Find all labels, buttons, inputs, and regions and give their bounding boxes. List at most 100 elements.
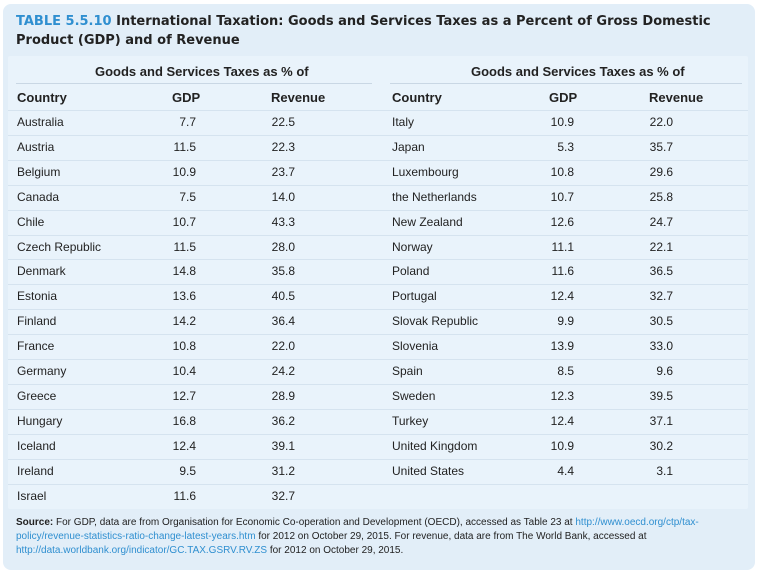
right-country-cell: Spain: [392, 364, 423, 378]
left-revenue-cell: 36.4: [271, 314, 295, 329]
right-revenue-cell: 9.6: [656, 364, 673, 378]
right-revenue-cell: 33.0: [649, 339, 673, 354]
left-gdp-cell: 12.7: [172, 388, 196, 403]
right-gdp-cell: 12.3: [550, 388, 574, 403]
left-col-gdp: GDP: [172, 90, 201, 105]
left-col-revenue: Revenue: [271, 90, 326, 105]
right-revenue-cell: 39.5: [649, 388, 673, 403]
left-country-cell: Germany: [17, 364, 67, 378]
left-country-cell: Austria: [17, 139, 55, 154]
left-revenue-cell: 28.0: [271, 239, 295, 254]
right-revenue-cell: 22.0: [649, 115, 673, 129]
table-number: TABLE 5.5.10: [16, 14, 112, 29]
table-row: [8, 334, 748, 359]
right-country-cell: Slovenia: [392, 339, 439, 354]
table-row: [8, 259, 748, 284]
oecd-link[interactable]: http://www.oecd.org/ctp/tax-policy/reven…: [16, 517, 699, 542]
right-revenue-cell: 35.7: [649, 139, 673, 154]
right-gdp-cell: 4.4: [557, 463, 574, 478]
left-country-cell: Canada: [17, 189, 60, 204]
table-title: TABLE 5.5.10 International Taxation: Goo…: [16, 12, 736, 50]
left-country-cell: Israel: [17, 488, 47, 503]
right-col-gdp: GDP: [549, 90, 578, 105]
right-gdp-cell: 8.5: [557, 364, 574, 378]
source-text-2: for 2012 on October 29, 2015. For revenu…: [258, 531, 647, 542]
left-revenue-cell: 35.8: [271, 264, 295, 279]
table-row: [8, 134, 748, 160]
right-gdp-cell: 9.9: [557, 314, 574, 329]
right-revenue-cell: 22.1: [649, 239, 673, 254]
table-row: [8, 483, 748, 509]
right-revenue-cell: 25.8: [649, 189, 673, 204]
worldbank-link[interactable]: http://data.worldbank.org/indicator/GC.T…: [16, 545, 268, 556]
left-country-cell: Greece: [17, 388, 57, 403]
left-country-cell: Czech Republic: [17, 239, 102, 254]
left-gdp-cell: 7.5: [179, 189, 196, 204]
right-gdp-cell: 12.4: [550, 413, 574, 428]
table-row: [8, 433, 748, 459]
right-gdp-cell: 10.9: [550, 115, 574, 129]
table-row: [8, 184, 748, 210]
source-text-3: for 2012 on October 29, 2015.: [269, 545, 404, 556]
right-gdp-cell: 10.8: [550, 164, 574, 179]
right-revenue-cell: 37.1: [649, 413, 673, 428]
left-gdp-cell: 12.4: [172, 438, 196, 453]
right-gdp-cell: 10.9: [550, 438, 574, 453]
left-revenue-cell: 28.9: [271, 388, 295, 403]
table-title-text: International Taxation: Goods and Servic…: [16, 14, 711, 48]
left-revenue-cell: 39.1: [271, 438, 295, 453]
left-revenue-cell: 43.3: [271, 214, 295, 229]
right-country-cell: Poland: [392, 264, 430, 279]
right-country-cell: Slovak Republic: [392, 314, 479, 329]
right-revenue-cell: 30.5: [649, 314, 673, 329]
left-col-country: Country: [17, 90, 67, 105]
right-revenue-cell: 3.1: [656, 463, 673, 478]
table-row: [8, 458, 748, 484]
left-country-cell: Chile: [17, 214, 45, 229]
left-country-cell: Estonia: [17, 289, 58, 304]
right-revenue-cell: 32.7: [649, 289, 673, 304]
left-country-cell: Iceland: [17, 438, 56, 453]
left-gdp-cell: 10.7: [172, 214, 196, 229]
right-revenue-cell: 36.5: [649, 264, 673, 279]
table-row: [8, 408, 748, 434]
right-col-revenue: Revenue: [649, 90, 704, 105]
right-group-header: Goods and Services Taxes as % of: [471, 64, 685, 79]
left-gdp-cell: 11.5: [173, 239, 196, 254]
right-revenue-cell: 30.2: [649, 438, 673, 453]
table-row: [8, 159, 748, 185]
left-revenue-cell: 23.7: [271, 164, 295, 179]
left-gdp-cell: 14.2: [172, 314, 196, 329]
left-group-header: Goods and Services Taxes as % of: [95, 64, 309, 79]
right-revenue-cell: 29.6: [649, 164, 673, 179]
table-body: [8, 56, 748, 509]
left-group-rule: [16, 83, 372, 84]
table-row: [8, 309, 748, 334]
right-col-country: Country: [392, 90, 442, 105]
right-country-cell: United Kingdom: [392, 438, 478, 453]
left-gdp-cell: 16.8: [172, 413, 196, 428]
source-note: Source: For GDP, data are from Organisat…: [16, 516, 746, 558]
right-group-rule: [390, 83, 742, 84]
right-country-cell: the Netherlands: [392, 189, 477, 204]
right-gdp-cell: 13.9: [550, 339, 574, 354]
left-revenue-cell: 22.3: [271, 139, 295, 154]
right-gdp-cell: 10.7: [550, 189, 574, 204]
left-gdp-cell: 10.4: [172, 364, 196, 378]
left-revenue-cell: 40.5: [271, 289, 295, 304]
table-row: [8, 359, 748, 384]
table-row: [8, 110, 748, 135]
left-gdp-cell: 10.9: [172, 164, 196, 179]
right-gdp-cell: 11.6: [551, 264, 574, 279]
right-country-cell: Turkey: [392, 413, 429, 428]
left-gdp-cell: 11.5: [173, 139, 196, 154]
left-gdp-cell: 10.8: [172, 339, 196, 354]
left-revenue-cell: 22.0: [271, 339, 295, 354]
table-row: [8, 209, 748, 235]
right-country-cell: Italy: [392, 115, 415, 129]
table-row: [8, 284, 748, 309]
right-gdp-cell: 12.4: [550, 289, 574, 304]
left-gdp-cell: 11.6: [173, 488, 196, 503]
right-country-cell: United States: [392, 463, 465, 478]
source-text-1: For GDP, data are from Organisation for …: [56, 517, 573, 528]
